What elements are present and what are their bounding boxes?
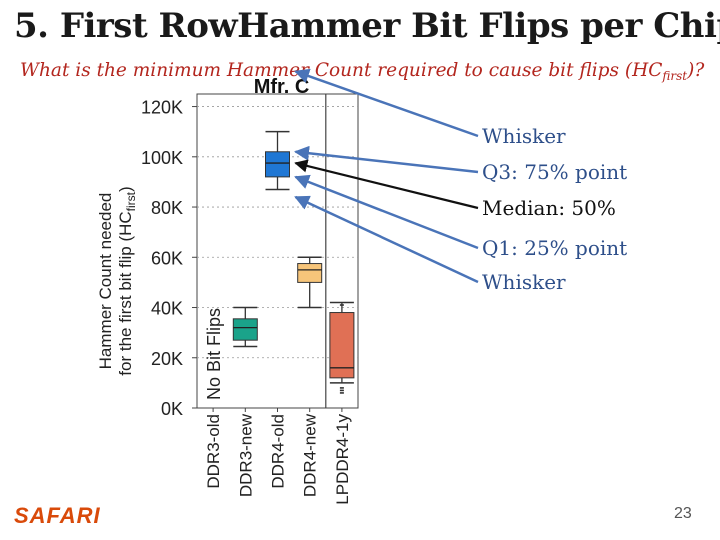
annotation-arrow	[294, 159, 479, 210]
x-tick-label: DDR3-new	[236, 413, 255, 497]
annotation-arrow	[294, 68, 479, 138]
page-number: 23	[674, 505, 692, 522]
annotation-q1: Q1: 25% point	[482, 236, 628, 260]
annotation-arrow	[294, 145, 479, 174]
box-iqr	[329, 312, 355, 379]
x-tick-label: LPDDR4-1y	[333, 414, 352, 505]
annotation-q3: Q3: 75% point	[482, 160, 628, 184]
y-tick-label: 80K	[151, 198, 183, 218]
y-tick-label: 40K	[151, 299, 183, 319]
no-bit-flips-label: No Bit Flips	[204, 308, 224, 400]
annotation-arrow	[294, 195, 479, 284]
box-iqr	[265, 151, 290, 178]
x-tick-label: DDR4-new	[301, 413, 320, 497]
annotation-lower-whisker: Whisker	[482, 270, 566, 294]
y-tick-label: 20K	[151, 349, 183, 369]
box-lpddr4-1y	[329, 301, 355, 394]
x-tick-label: DDR4-old	[269, 414, 288, 489]
box-iqr	[297, 263, 323, 283]
box-ddr3-new	[232, 306, 258, 348]
y-axis-title: Hammer Count neededfor the first bit fli…	[96, 186, 138, 375]
y-tick-label: 60K	[151, 248, 183, 268]
y-tick-label: 0K	[161, 399, 183, 419]
chart-title: Mfr. C	[254, 76, 310, 98]
y-tick-label: 100K	[141, 148, 183, 168]
safari-logo: SAFARI	[14, 503, 101, 528]
slide-subtitle: What is the minimum Hammer Count require…	[20, 60, 705, 83]
box-iqr	[232, 318, 258, 341]
box-ddr4-old	[265, 130, 290, 191]
annotation-arrow	[294, 174, 479, 250]
box-ddr4-new	[297, 256, 323, 309]
annotation-median: Median: 50%	[482, 196, 616, 220]
y-tick-label: 120K	[141, 98, 183, 118]
annotation-upper-whisker: Whisker	[482, 124, 566, 148]
x-tick-label: DDR3-old	[204, 414, 223, 489]
slide-title: 5. First RowHammer Bit Flips per Chip	[14, 6, 720, 46]
